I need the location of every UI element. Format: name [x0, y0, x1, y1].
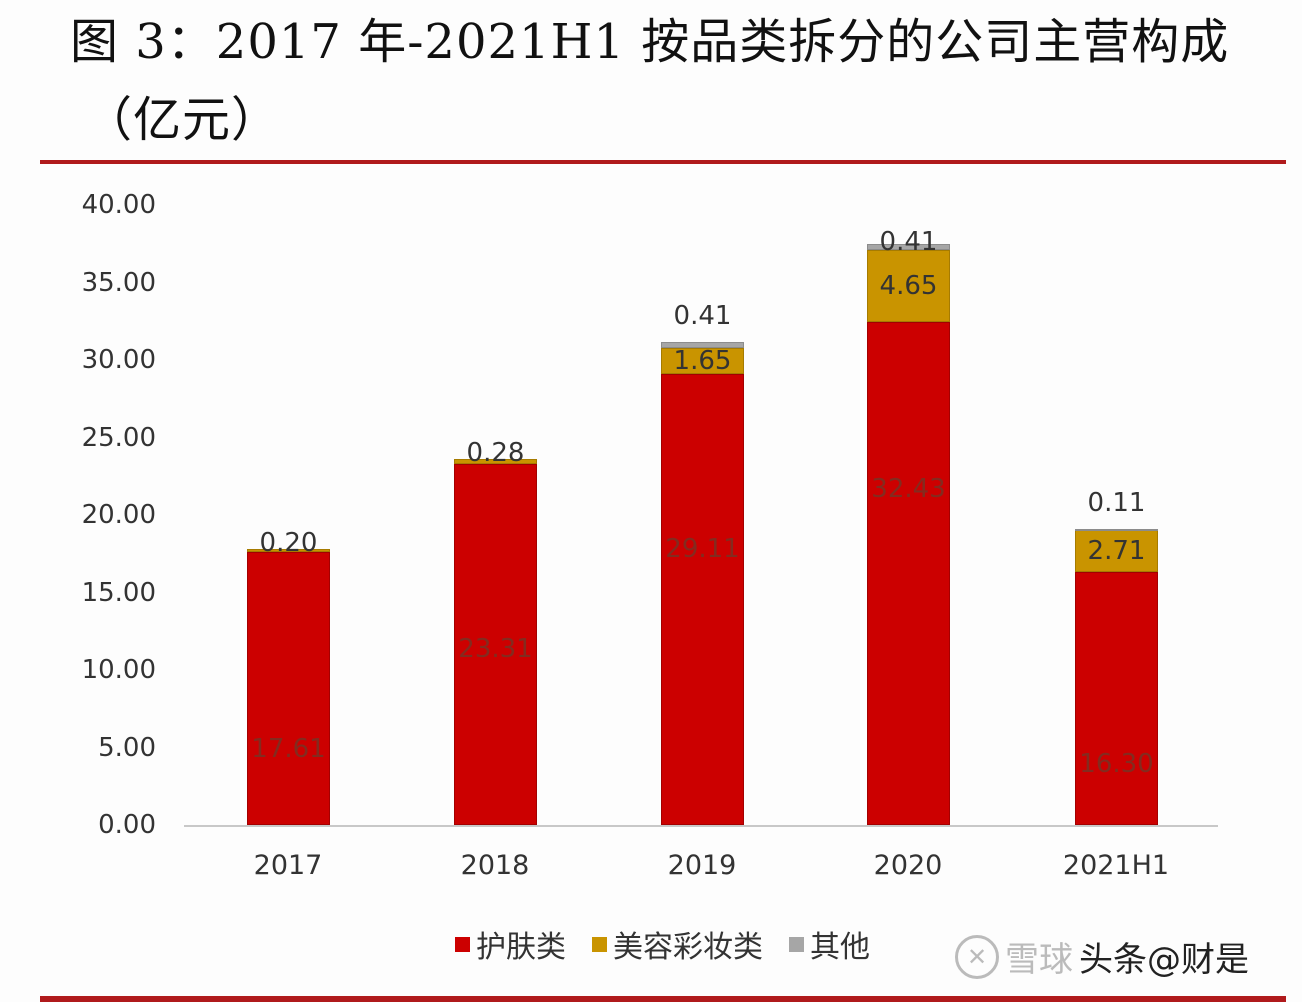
bar-2019: 29.11 1.65 0.41 [661, 0, 744, 1002]
data-label-skincare: 16.30 [1079, 748, 1154, 779]
bar-2021H1: 16.30 2.71 0.11 [1075, 0, 1158, 1002]
bar-segment-makeup [247, 548, 330, 553]
legend-item-skincare: 护肤类 [455, 922, 566, 966]
watermark-text-1: 雪球 [1005, 940, 1073, 980]
bar-2017: 17.61 0.20 [247, 0, 330, 1002]
y-tick-label: 35.00 [81, 267, 156, 298]
watermark: ✕ 雪球 头条@财是 [955, 932, 1249, 981]
bar-segment-other [1075, 528, 1158, 531]
data-label-other: 0.41 [673, 300, 732, 331]
y-tick-label: 20.00 [81, 500, 156, 530]
data-label-skincare: 23.31 [458, 634, 533, 665]
legend-swatch-skincare [455, 936, 470, 952]
bar-segment-skincare [454, 463, 537, 825]
data-label-skincare: 29.11 [665, 534, 740, 565]
x-tick-label: 2017 [253, 850, 323, 881]
x-tick-label: 2020 [873, 850, 943, 881]
x-tick-label: 2019 [667, 850, 737, 881]
bar-segment-makeup [1075, 530, 1158, 573]
data-label-makeup: 4.65 [879, 271, 938, 302]
legend-label-skincare: 护肤类 [476, 930, 566, 965]
bar-segment-makeup [661, 348, 744, 374]
y-tick-label: 0.00 [98, 810, 156, 840]
title-line-2: （亿元） [84, 92, 281, 148]
bar-segment-skincare [661, 373, 744, 825]
y-tick-label: 15.00 [81, 577, 156, 608]
legend-label-other: 其他 [810, 930, 870, 965]
bar-segment-skincare [1075, 572, 1158, 825]
data-label-makeup: 2.71 [1087, 536, 1146, 567]
watermark-text-2: 头条@财是 [1079, 940, 1249, 980]
bar-segment-makeup [867, 250, 950, 323]
bar-segment-skincare [867, 322, 950, 825]
title-line-1: 图 3：2017 年-2021H1 按品类拆分的公司主营构成 [70, 14, 1230, 70]
data-label-other: 0.41 [879, 226, 938, 257]
legend: 护肤类 美容彩妆类 其他 [455, 922, 870, 966]
data-label-makeup: 0.28 [466, 438, 525, 469]
legend-swatch-makeup [592, 936, 607, 952]
x-tick-label: 2018 [460, 850, 530, 881]
y-tick-label: 5.00 [98, 732, 156, 763]
bar-segment-skincare [247, 552, 330, 825]
chart-title: 图 3：2017 年-2021H1 按品类拆分的公司主营构成 （亿元） [70, 6, 1270, 156]
bar-segment-other [867, 243, 950, 251]
y-tick-label: 10.00 [81, 655, 156, 685]
y-tick-label: 40.00 [81, 190, 156, 220]
y-tick-label: 25.00 [81, 422, 156, 453]
legend-swatch-other [789, 936, 804, 952]
data-label-makeup: 0.20 [259, 527, 318, 558]
legend-item-other: 其他 [789, 922, 870, 966]
bottom-divider [40, 996, 1286, 1002]
y-tick-label: 30.00 [81, 345, 156, 375]
bar-segment-other [661, 341, 744, 349]
snowball-logo-icon: ✕ [955, 934, 999, 979]
data-label-makeup: 1.65 [673, 346, 732, 376]
legend-label-makeup: 美容彩妆类 [613, 930, 763, 965]
data-label-other: 0.11 [1087, 487, 1146, 518]
bar-segment-makeup [454, 459, 537, 464]
bar-2018: 23.31 0.28 [454, 0, 537, 1002]
x-tick-label: 2021H1 [1062, 850, 1170, 881]
x-axis-line [184, 825, 1218, 827]
bar-2020: 32.43 4.65 0.41 [867, 0, 950, 1002]
data-label-skincare: 32.43 [871, 473, 946, 504]
legend-item-makeup: 美容彩妆类 [592, 922, 763, 966]
top-divider [40, 160, 1286, 164]
data-label-skincare: 17.61 [251, 733, 326, 764]
